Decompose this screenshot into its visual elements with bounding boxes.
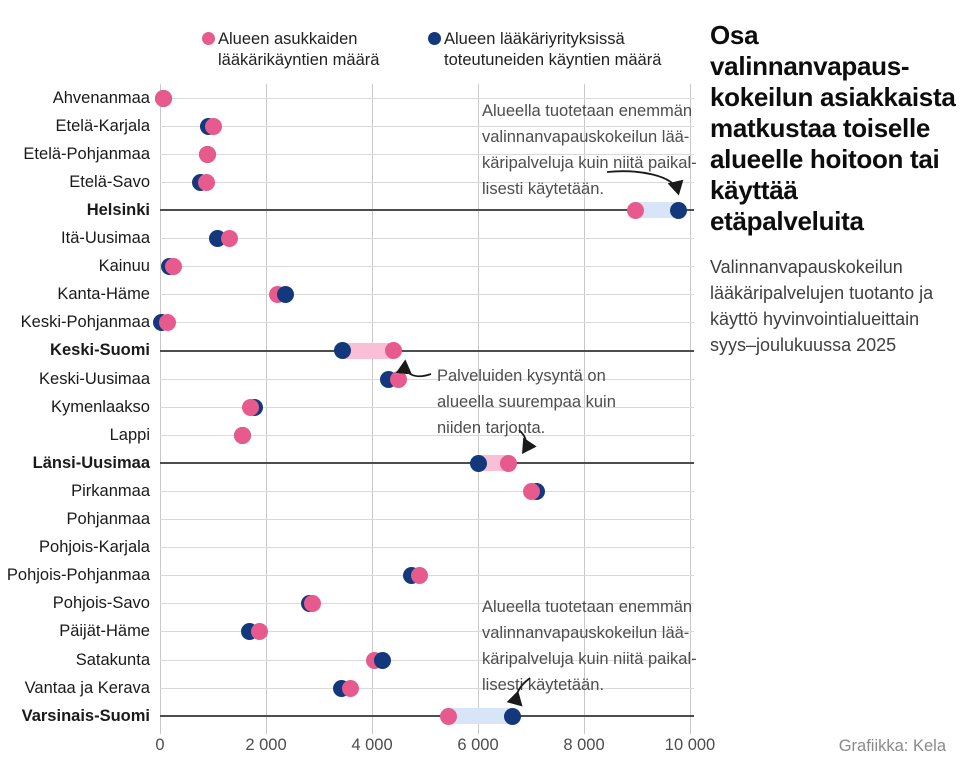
region-label: Päijät-Häme xyxy=(59,622,150,641)
region-label: Keski-Suomi xyxy=(50,341,150,360)
page-title: Osa valinnanvapaus- kokeilun asiakkaista… xyxy=(710,20,956,236)
residents-dot xyxy=(304,595,322,613)
x-gridline xyxy=(583,84,585,734)
row-line xyxy=(160,519,694,520)
residents-dot xyxy=(241,398,259,416)
region-label: Keski-Uusimaa xyxy=(39,369,150,388)
row-line xyxy=(160,181,694,183)
x-gridline xyxy=(159,84,161,734)
x-gridline xyxy=(477,84,479,734)
residents-dot xyxy=(522,482,540,500)
row-line xyxy=(160,462,694,465)
row-line xyxy=(160,97,694,99)
residents-dot xyxy=(205,117,223,135)
row-line xyxy=(160,547,694,549)
residents-dot xyxy=(390,370,407,388)
legend-label-realized: Alueen lääkäriyrityksissä toteutuneiden … xyxy=(444,30,662,69)
row-line xyxy=(160,631,694,633)
region-label: Vantaa ja Kerava xyxy=(24,678,150,697)
row-line xyxy=(160,715,694,718)
region-label: Lappi xyxy=(109,425,150,444)
connector-band xyxy=(635,202,679,219)
row-line xyxy=(160,153,694,155)
region-label: Keski-Pohjanmaa xyxy=(20,313,150,332)
residents-dot xyxy=(198,145,216,163)
x-gridline xyxy=(689,84,691,734)
residents-dot xyxy=(164,258,182,276)
x-tick-label: 2 000 xyxy=(245,736,287,754)
pink-dot-icon xyxy=(202,32,215,45)
region-label: Etelä-Pohjanmaa xyxy=(23,144,150,163)
connector-band xyxy=(448,708,513,725)
x-tick-label: 0 xyxy=(155,736,165,754)
x-tick-label: 4 000 xyxy=(351,736,393,754)
region-label: Etelä-Savo xyxy=(69,172,150,191)
annotation-production-surplus-top: Alueella tuotetaan enemmän valinnanvapau… xyxy=(482,102,697,198)
region-label: Kainuu xyxy=(98,257,150,276)
region-label: Ahvenanmaa xyxy=(52,88,150,107)
residents-dot xyxy=(233,426,251,444)
residents-dot xyxy=(627,201,645,219)
row-line xyxy=(160,322,694,324)
row-line xyxy=(160,490,694,492)
credit: Grafiikka: Kela xyxy=(838,737,946,755)
region-label: Etelä-Karjala xyxy=(55,116,150,135)
region-label: Satakunta xyxy=(75,650,150,669)
residents-dot xyxy=(197,173,215,191)
region-label: Varsinais-Suomi xyxy=(21,706,150,725)
region-label: Pohjois-Karjala xyxy=(39,538,150,557)
row-line xyxy=(160,434,694,436)
realized-dot xyxy=(373,651,391,669)
blue-dot-icon xyxy=(428,32,441,45)
x-tick-label: 10 000 xyxy=(664,736,716,754)
region-label: Helsinki xyxy=(86,200,150,219)
page-subtitle: Valinnanvapauskokeilun lääkäripalvelujen… xyxy=(710,257,934,355)
annotation-production-surplus-bottom: Alueella tuotetaan enemmän valinnanvapau… xyxy=(482,598,697,694)
region-label: Pohjois-Pohjanmaa xyxy=(6,566,150,585)
residents-dot xyxy=(341,679,359,697)
residents-dot xyxy=(384,342,402,360)
title-panel: Osa valinnanvapaus- kokeilun asiakkaista… xyxy=(710,20,958,358)
row-line xyxy=(160,378,694,380)
region-label: Itä-Uusimaa xyxy=(61,229,150,247)
residents-dot xyxy=(440,707,458,725)
row-line xyxy=(160,125,694,127)
row-line xyxy=(160,603,694,605)
residents-dot xyxy=(220,230,238,247)
residents-dot xyxy=(154,89,172,107)
row-line xyxy=(160,266,694,268)
x-tick-label: 6 000 xyxy=(457,736,499,754)
region-label: Pohjanmaa xyxy=(66,510,150,528)
region-label: Kanta-Häme xyxy=(57,285,150,304)
connector-band xyxy=(342,342,394,359)
realized-dot xyxy=(334,342,352,360)
region-label: Pirkanmaa xyxy=(71,481,150,500)
region-label: Länsi-Uusimaa xyxy=(32,453,150,472)
realized-dot xyxy=(276,286,294,304)
annotation-demand-surplus: Palveluiden kysyntä on alueella suurempa… xyxy=(437,367,616,437)
realized-dot xyxy=(670,201,688,219)
x-gridline xyxy=(371,84,373,734)
region-label: Pohjois-Savo xyxy=(52,594,150,613)
region-label: Kymenlaakso xyxy=(50,397,150,416)
residents-dot xyxy=(158,314,176,332)
row-line xyxy=(160,406,694,408)
legend-label-residents: Alueen asukkaiden lääkärikäyntien määrä xyxy=(218,30,380,69)
row-line xyxy=(160,209,694,212)
realized-dot xyxy=(503,707,521,725)
residents-dot xyxy=(250,623,268,641)
x-tick-label: 8 000 xyxy=(563,736,605,754)
realized-dot xyxy=(469,454,487,472)
row-line xyxy=(160,294,694,296)
residents-dot xyxy=(499,454,517,472)
row-line xyxy=(160,687,694,689)
row-line xyxy=(160,659,694,661)
residents-dot xyxy=(410,567,428,585)
arrow-to-keski-suomi xyxy=(395,359,432,378)
row-line xyxy=(160,238,694,239)
row-line xyxy=(160,349,694,352)
x-gridline xyxy=(265,84,267,734)
